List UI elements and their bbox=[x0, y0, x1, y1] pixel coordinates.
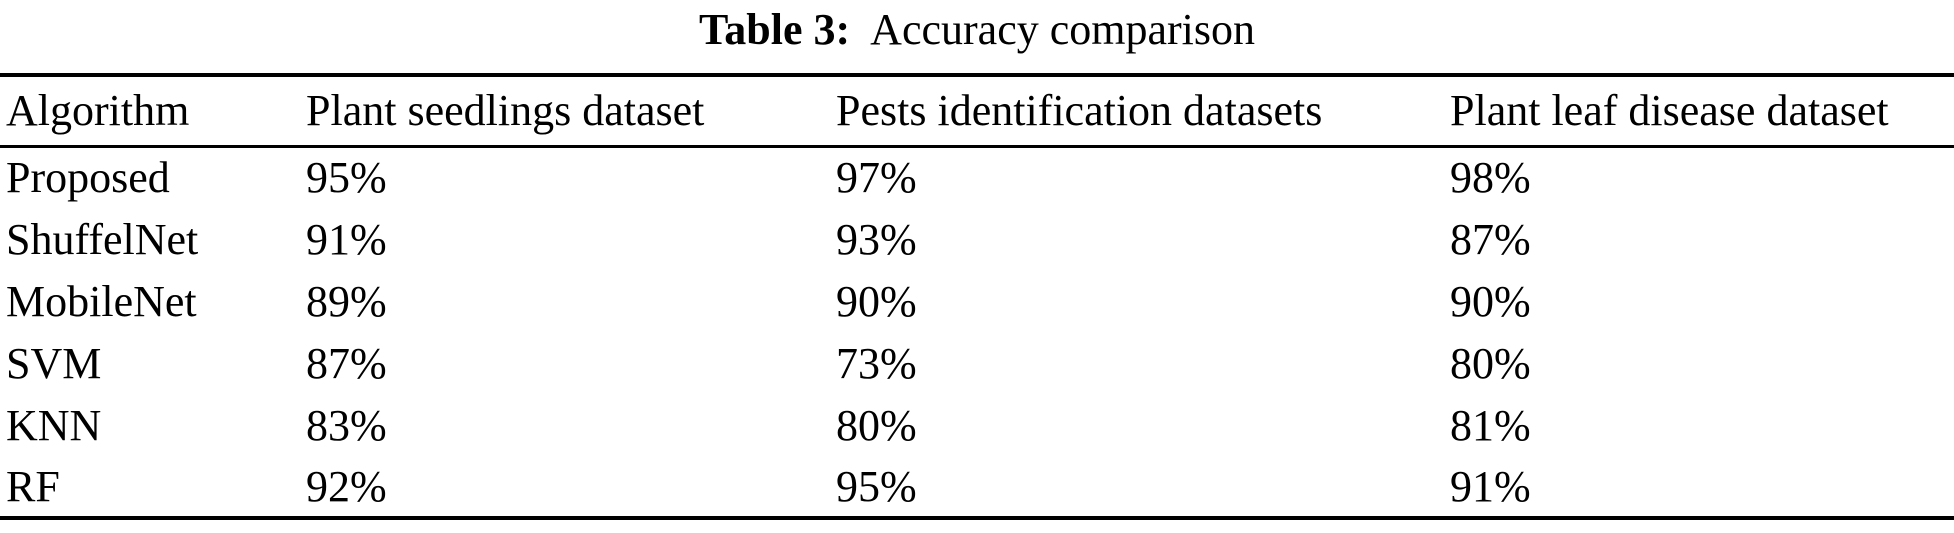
table-header-row: Algorithm Plant seedlings dataset Pests … bbox=[0, 75, 1954, 148]
cell-pests-identification: 80% bbox=[836, 400, 917, 450]
column-header-algorithm: Algorithm bbox=[0, 75, 300, 148]
table-row: RF 92% 95% 91% bbox=[0, 456, 1954, 518]
cell-plant-leaf-disease: 98% bbox=[1450, 153, 1531, 203]
cell-pests-identification: 90% bbox=[836, 276, 917, 326]
table-row: MobileNet 89% 90% 90% bbox=[0, 270, 1954, 332]
cell-plant-leaf-disease: 81% bbox=[1450, 400, 1531, 450]
cell-plant-seedlings: 83% bbox=[306, 400, 387, 450]
table-caption-text: Accuracy comparison bbox=[870, 5, 1255, 54]
cell-pests-identification: 95% bbox=[836, 461, 917, 511]
cell-algorithm: RF bbox=[6, 461, 60, 511]
table-row: KNN 83% 80% 81% bbox=[0, 394, 1954, 456]
cell-plant-leaf-disease: 80% bbox=[1450, 338, 1531, 388]
cell-plant-leaf-disease: 90% bbox=[1450, 276, 1531, 326]
column-header-plant-leaf-disease: Plant leaf disease dataset bbox=[1444, 75, 1954, 148]
cell-plant-seedlings: 91% bbox=[306, 214, 387, 264]
cell-plant-leaf-disease: 87% bbox=[1450, 214, 1531, 264]
column-header-pests-identification: Pests identification datasets bbox=[830, 75, 1444, 148]
table-row: ShuffelNet 91% 93% 87% bbox=[0, 208, 1954, 270]
cell-pests-identification: 93% bbox=[836, 214, 917, 264]
accuracy-comparison-table: Algorithm Plant seedlings dataset Pests … bbox=[0, 73, 1954, 520]
cell-algorithm: KNN bbox=[6, 400, 102, 450]
cell-plant-seedlings: 95% bbox=[306, 153, 387, 203]
cell-plant-seedlings: 87% bbox=[306, 338, 387, 388]
cell-algorithm: SVM bbox=[6, 338, 102, 388]
cell-plant-leaf-disease: 91% bbox=[1450, 461, 1531, 511]
cell-pests-identification: 73% bbox=[836, 338, 917, 388]
table-caption: Table 3: Accuracy comparison bbox=[0, 0, 1954, 60]
cell-algorithm: ShuffelNet bbox=[6, 214, 199, 264]
table-caption-label: Table 3: bbox=[698, 5, 851, 54]
cell-plant-seedlings: 89% bbox=[306, 276, 387, 326]
table-row: SVM 87% 73% 80% bbox=[0, 332, 1954, 394]
cell-algorithm: MobileNet bbox=[6, 276, 197, 326]
column-header-plant-seedlings: Plant seedlings dataset bbox=[300, 75, 830, 148]
table-row: Proposed 95% 97% 98% bbox=[0, 146, 1954, 208]
cell-algorithm: Proposed bbox=[6, 153, 170, 203]
cell-plant-seedlings: 92% bbox=[306, 461, 387, 511]
cell-pests-identification: 97% bbox=[836, 153, 917, 203]
